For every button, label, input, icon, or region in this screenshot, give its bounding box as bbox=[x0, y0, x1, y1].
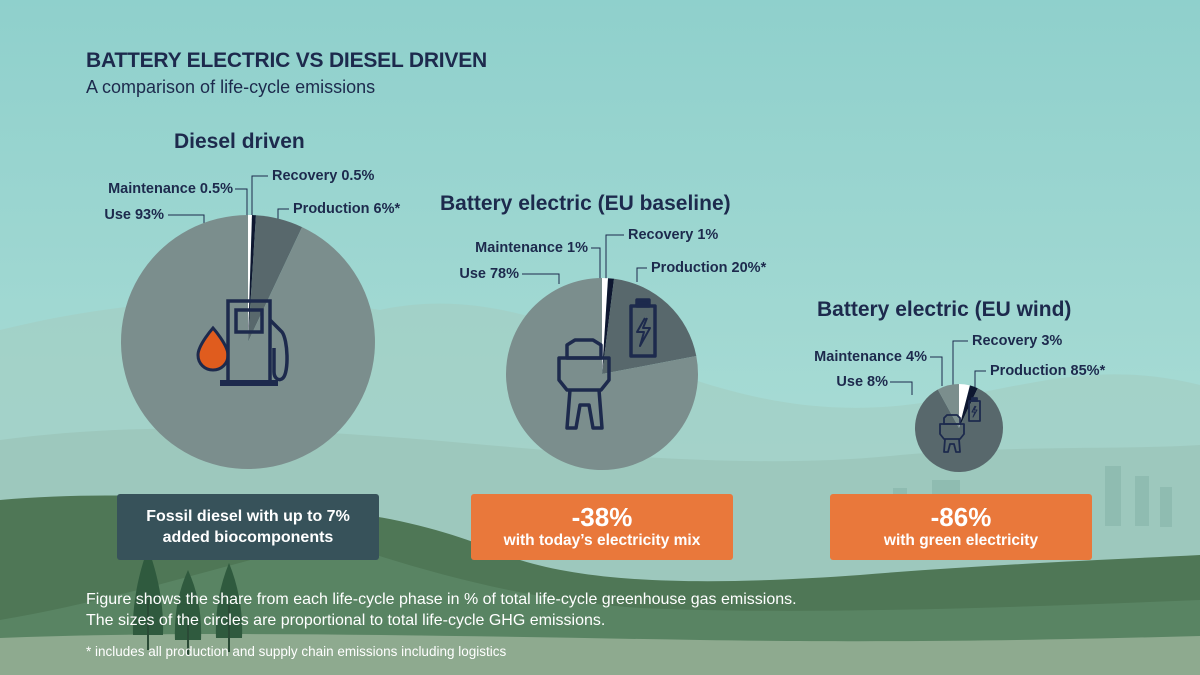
label-wind-recovery: Recovery 3% bbox=[972, 333, 1063, 349]
chart-title-eu-baseline: Battery electric (EU baseline) bbox=[440, 192, 731, 215]
footnote-line-1: Figure shows the share from each life-cy… bbox=[86, 591, 797, 608]
leader-line bbox=[168, 214, 205, 226]
label-diesel-production: Production 6%* bbox=[293, 201, 401, 217]
page-subtitle: A comparison of life-cycle emissions bbox=[86, 77, 376, 97]
leader-line bbox=[890, 381, 913, 395]
pie-slice-baseline-recovery bbox=[602, 278, 615, 374]
leader-line bbox=[591, 247, 601, 280]
label-diesel-use: Use 93% bbox=[104, 207, 164, 223]
footnote-line-2: The sizes of the circles are proportiona… bbox=[86, 612, 606, 629]
pie-slice-wind-maintenance bbox=[959, 383, 970, 428]
pie-slice-baseline-use bbox=[506, 278, 699, 470]
leader-line bbox=[277, 208, 289, 222]
leader-line bbox=[636, 267, 647, 282]
footnote-star: * includes all production and supply cha… bbox=[86, 644, 507, 659]
leader-line bbox=[930, 356, 943, 386]
label-diesel-maintenance: Maintenance 0.5% bbox=[108, 181, 233, 197]
label-wind-use: Use 8% bbox=[836, 374, 888, 390]
fuel-pump-icon bbox=[196, 299, 289, 386]
label-wind-maintenance: Maintenance 4% bbox=[814, 349, 927, 365]
leader-line bbox=[522, 273, 560, 284]
leader-line bbox=[235, 188, 248, 220]
leader-line bbox=[605, 234, 624, 280]
label-baseline-maintenance: Maintenance 1% bbox=[475, 240, 588, 256]
leader-line bbox=[974, 370, 986, 388]
label-wind-production: Production 85%* bbox=[990, 363, 1106, 379]
diesel-description-text: Fossil diesel with up to 7% added biocom… bbox=[146, 508, 350, 546]
chart-title-diesel: Diesel driven bbox=[174, 130, 305, 153]
pie-slice-wind-use bbox=[937, 384, 959, 428]
baseline-reduction-box: -38% with today’s electricity mix bbox=[471, 494, 733, 560]
diesel-description-box: Fossil diesel with up to 7% added biocom… bbox=[117, 494, 379, 560]
pie-slice-diesel-use bbox=[120, 214, 375, 469]
pie-chart-eu-wind bbox=[914, 383, 1003, 473]
baseline-reduction-value: -38% bbox=[571, 502, 633, 532]
pie-slice-baseline-maintenance bbox=[602, 278, 609, 374]
electric-truck-icon-small bbox=[939, 397, 981, 453]
wind-reduction-box: -86% with green electricity bbox=[830, 494, 1092, 560]
wind-reduction-value: -86% bbox=[930, 502, 992, 532]
pie-chart-eu-baseline bbox=[506, 278, 699, 470]
pie-chart-diesel bbox=[120, 214, 375, 469]
page-title: BATTERY ELECTRIC VS DIESEL DRIVEN bbox=[86, 49, 488, 72]
wind-reduction-text: with green electricity bbox=[883, 532, 1039, 549]
label-baseline-use: Use 78% bbox=[459, 266, 519, 282]
pie-slice-baseline-production bbox=[602, 278, 697, 374]
leader-line bbox=[952, 340, 968, 385]
pie-slice-wind-production bbox=[914, 388, 1003, 473]
electric-truck-icon bbox=[557, 298, 657, 430]
chart-title-eu-wind: Battery electric (EU wind) bbox=[817, 298, 1072, 321]
label-diesel-recovery: Recovery 0.5% bbox=[272, 168, 375, 184]
label-baseline-production: Production 20%* bbox=[651, 260, 767, 276]
baseline-reduction-text: with today’s electricity mix bbox=[503, 532, 701, 549]
leader-line bbox=[251, 175, 268, 220]
label-baseline-recovery: Recovery 1% bbox=[628, 227, 719, 243]
